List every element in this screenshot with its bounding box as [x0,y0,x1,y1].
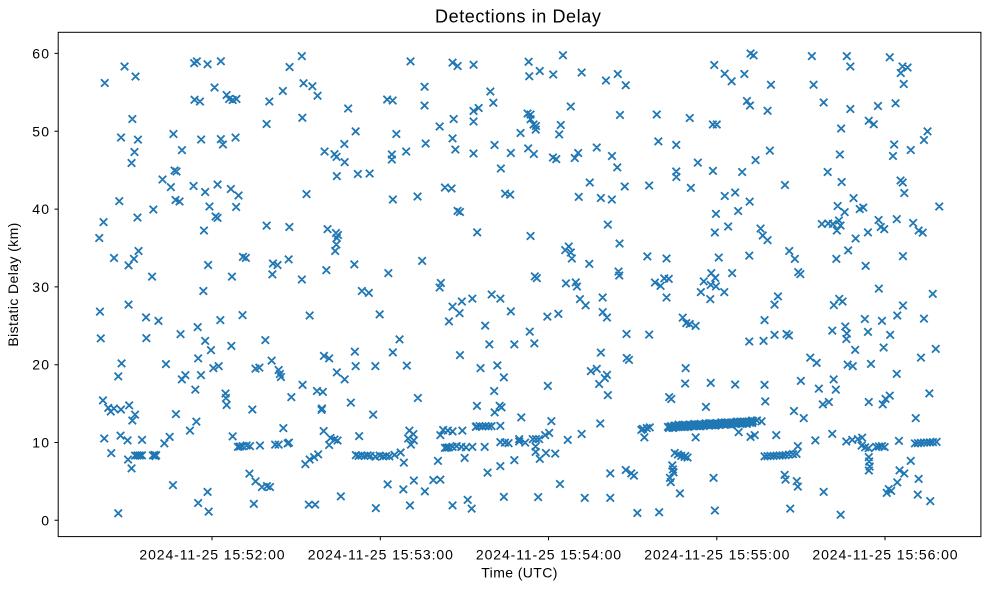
svg-text:10: 10 [32,435,50,451]
svg-text:20: 20 [32,357,50,373]
svg-text:50: 50 [32,123,50,139]
svg-text:2024-11-25 15:54:00: 2024-11-25 15:54:00 [476,546,622,562]
svg-text:2024-11-25 15:53:00: 2024-11-25 15:53:00 [308,546,454,562]
svg-text:Bistatic Delay (km): Bistatic Delay (km) [5,222,21,346]
svg-text:2024-11-25 15:56:00: 2024-11-25 15:56:00 [812,546,958,562]
svg-text:0: 0 [41,512,50,528]
svg-text:40: 40 [32,201,50,217]
svg-text:2024-11-25 15:55:00: 2024-11-25 15:55:00 [644,546,790,562]
svg-text:Detections in Delay: Detections in Delay [435,7,601,27]
svg-text:30: 30 [32,279,50,295]
svg-text:2024-11-25 15:52:00: 2024-11-25 15:52:00 [139,546,285,562]
svg-text:Time (UTC): Time (UTC) [481,564,558,580]
svg-text:60: 60 [32,45,50,61]
